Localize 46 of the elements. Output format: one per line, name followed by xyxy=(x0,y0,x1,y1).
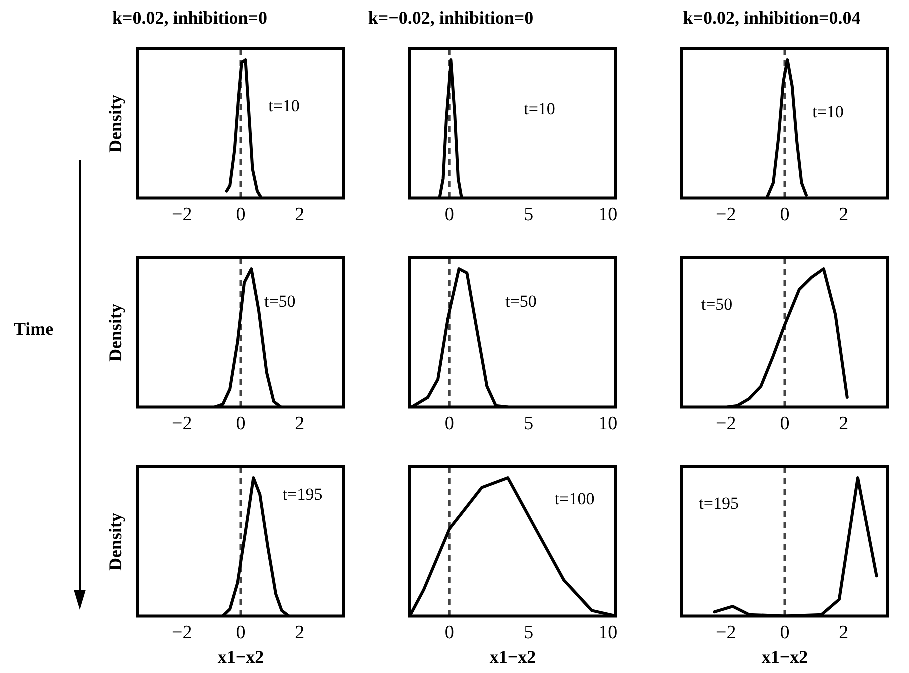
x-tick-label: 2 xyxy=(295,414,305,435)
x-tick-label: −2 xyxy=(716,204,736,226)
y-axis-title: Density xyxy=(106,304,126,362)
annotation: t=10 xyxy=(524,100,556,119)
x-axis-title: x1−x2 xyxy=(762,647,808,668)
text: Time xyxy=(14,319,54,340)
x-tick-label: −2 xyxy=(716,622,736,644)
x-tick-label: 5 xyxy=(524,204,534,226)
x-tick-label: 2 xyxy=(839,414,849,435)
x-tick-label: 0 xyxy=(780,414,790,435)
x-tick-label: 10 xyxy=(598,204,618,226)
chart-title: k=−0.02, inhibition=0 xyxy=(368,8,534,29)
x-tick-label: −2 xyxy=(172,622,192,644)
x-tick-label: 0 xyxy=(236,414,246,435)
annotation: t=100 xyxy=(554,489,595,508)
annotation: t=10 xyxy=(812,102,844,122)
chart-title: k=0.02, inhibition=0.04 xyxy=(683,8,861,29)
x-tick-label: −2 xyxy=(716,414,736,435)
x-tick-label: 0 xyxy=(236,622,246,644)
x-tick-label: 0 xyxy=(444,622,454,644)
chart-title: k=0.02, inhibition=0 xyxy=(112,8,268,29)
x-tick-label: 0 xyxy=(780,622,790,644)
x-tick-label: 2 xyxy=(839,622,849,644)
x-tick-label: 0 xyxy=(444,414,454,435)
annotation: t=10 xyxy=(268,96,300,116)
y-axis-title: Density xyxy=(106,513,126,571)
annotation: t=50 xyxy=(264,292,296,312)
x-axis-title: x1−x2 xyxy=(218,647,264,668)
x-tick-label: 10 xyxy=(598,622,618,644)
annotation: t=50 xyxy=(701,295,733,314)
x-axis-title: x1−x2 xyxy=(490,647,536,668)
x-tick-label: −2 xyxy=(172,414,192,435)
x-tick-label: −2 xyxy=(172,204,192,226)
annotation: t=50 xyxy=(506,292,537,312)
x-tick-label: 0 xyxy=(780,204,790,226)
x-tick-label: 2 xyxy=(295,204,305,226)
y-axis-title: Density xyxy=(106,95,126,153)
x-tick-label: 10 xyxy=(598,414,618,435)
x-tick-label: 5 xyxy=(524,414,534,435)
x-tick-label: 2 xyxy=(839,204,849,226)
x-tick-label: 0 xyxy=(444,204,454,226)
x-tick-label: 5 xyxy=(524,622,534,644)
x-tick-label: 2 xyxy=(295,622,305,644)
x-tick-label: 0 xyxy=(236,204,246,226)
annotation: t=195 xyxy=(282,484,323,504)
annotation: t=195 xyxy=(699,494,739,513)
